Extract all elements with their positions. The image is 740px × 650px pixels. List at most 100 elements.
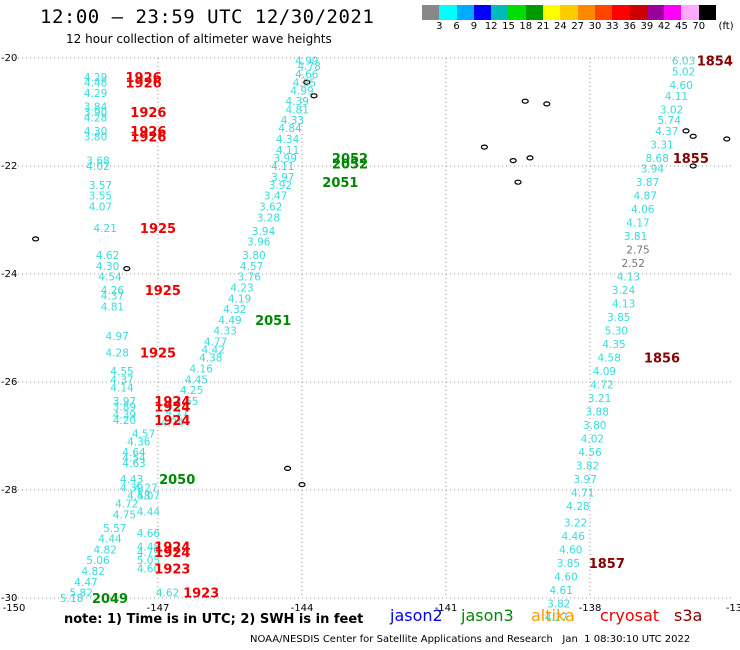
wave-height-value: 4.75 (113, 509, 136, 521)
pass-time-label: 2052 (332, 157, 368, 172)
pass-time-label: 2049 (92, 592, 128, 607)
lat-tick-label: -22 (1, 161, 17, 172)
pass-time-label: 1926 (126, 71, 162, 86)
wave-height-value: 4.38 (199, 353, 222, 365)
wave-height-value: 4.87 (634, 191, 657, 203)
wave-height-value: 4.55 (110, 366, 133, 378)
pass-time-label: 1924 (154, 414, 190, 429)
wave-height-value: 5.30 (605, 326, 628, 338)
lon-tick-label: -150 (3, 603, 26, 614)
wave-height-value: 4.54 (98, 272, 122, 284)
wave-height-value: 4.84 (278, 123, 302, 135)
color-legend-bar (422, 5, 717, 20)
wave-height-value: 4.46 (562, 531, 586, 543)
legend-label: 36 (623, 21, 636, 32)
island-outline (303, 79, 311, 85)
legend-label: 18 (519, 21, 533, 32)
wave-height-value: 4.54 (122, 453, 146, 465)
wave-height-value: 5.74 (658, 115, 682, 127)
footer-note: note: 1) Time is in UTC; 2) SWH is in fe… (64, 612, 364, 627)
wave-height-value: 3.82 (547, 598, 570, 610)
wave-height-value: 4.21 (94, 223, 117, 235)
island-outline (480, 144, 488, 150)
wave-height-value: 4.62 (156, 588, 179, 600)
wave-height-value: 4.32 (223, 304, 246, 316)
wave-height-value: 3.97 (271, 172, 294, 184)
legend-label: 9 (470, 21, 478, 32)
legend-swatch (508, 5, 526, 20)
wave-height-value: 3.55 (89, 191, 112, 203)
wave-height-value: 4.36 (127, 436, 151, 448)
wave-height-value: 3.31 (650, 139, 673, 151)
wave-height-value: 4.44 (137, 507, 161, 519)
wave-height-value: 4.49 (218, 315, 241, 327)
wave-height-value: 4.63 (122, 458, 145, 470)
wave-height-value: 2.75 (626, 245, 649, 257)
wave-height-value: 4.07 (137, 490, 160, 502)
wave-height-value: 4.39 (120, 482, 143, 494)
wave-height-value: 4.28 (106, 347, 129, 359)
pass-time-label: 1923 (154, 562, 190, 577)
wave-height-value: 3.82 (576, 461, 599, 473)
wave-height-value: 4.20 (113, 415, 136, 427)
lat-tick-label: -26 (1, 377, 17, 388)
wave-height-value: 4.13 (617, 272, 640, 284)
pass-time-label: 1924 (154, 541, 190, 556)
wave-height-value: 4.42 (202, 345, 225, 357)
wave-height-value: 4.62 (96, 250, 119, 262)
lon-tick-label: -144 (291, 603, 314, 614)
island-outline (723, 136, 731, 142)
page-subtitle: 12 hour collection of altimeter wave hei… (66, 32, 332, 46)
wave-height-value: 4.29 (84, 72, 107, 84)
wave-height-value: 4.72 (590, 380, 613, 392)
satellite-cryosat: cryosat (600, 606, 660, 625)
wave-height-value: 4.07 (89, 202, 112, 214)
pass-time-label: 1926 (130, 125, 166, 140)
island-outline (521, 98, 529, 104)
wave-height-value: 4.81 (101, 301, 124, 313)
lon-tick-label: -13 (726, 603, 740, 614)
wave-height-value: 4.35 (293, 77, 316, 89)
wave-height-value: 4.06 (631, 204, 655, 216)
island-outline (543, 101, 551, 107)
wave-height-value: 5.18 (60, 593, 83, 605)
island-outline (509, 158, 517, 164)
wave-height-value: 4.28 (566, 501, 589, 513)
wave-height-value: 4.45 (185, 374, 208, 386)
wave-height-value: 4.57 (240, 261, 263, 273)
satellite-altika: altika (531, 606, 575, 625)
legend-label: 42 (657, 21, 671, 32)
wave-height-value: 4.66 (137, 528, 161, 540)
legend-swatch (698, 5, 717, 20)
wave-height-value: 4.11 (665, 91, 688, 103)
wave-height-value: 4.33 (214, 326, 237, 338)
legend-label: 3 (436, 21, 443, 32)
lon-tick-label: -147 (147, 603, 170, 614)
legend-label: 12 (484, 21, 498, 32)
wave-height-value: 4.61 (550, 585, 573, 597)
legend-swatch (525, 5, 544, 20)
pass-time-label: 1923 (183, 587, 219, 602)
wave-height-value: 4.23 (230, 283, 253, 295)
legend-label: 24 (554, 21, 567, 32)
wave-height-value: 4.34 (276, 134, 300, 146)
wave-height-value: 3.02 (660, 104, 683, 116)
wave-height-value: 3.88 (586, 407, 609, 419)
legend-swatch (456, 5, 474, 20)
wave-height-value: 4.09 (593, 366, 616, 378)
lat-tick-label: -30 (1, 593, 17, 604)
pass-time-label: 1925 (145, 284, 181, 299)
wave-height-value: 4.28 (84, 112, 107, 124)
lat-tick-label: -28 (1, 485, 17, 496)
wave-height-value: 4.71 (571, 488, 594, 500)
island-outline (284, 465, 292, 471)
island-outline (310, 93, 318, 99)
wave-height-value: 4.14 (110, 382, 134, 394)
legend-label: 15 (502, 21, 515, 32)
legend-swatch (629, 5, 647, 20)
wave-height-value: 4.25 (180, 385, 203, 397)
pass-time-label: 2051 (322, 176, 358, 191)
wave-height-value: 3.28 (257, 212, 280, 224)
wave-height-value: 2.52 (622, 258, 645, 270)
